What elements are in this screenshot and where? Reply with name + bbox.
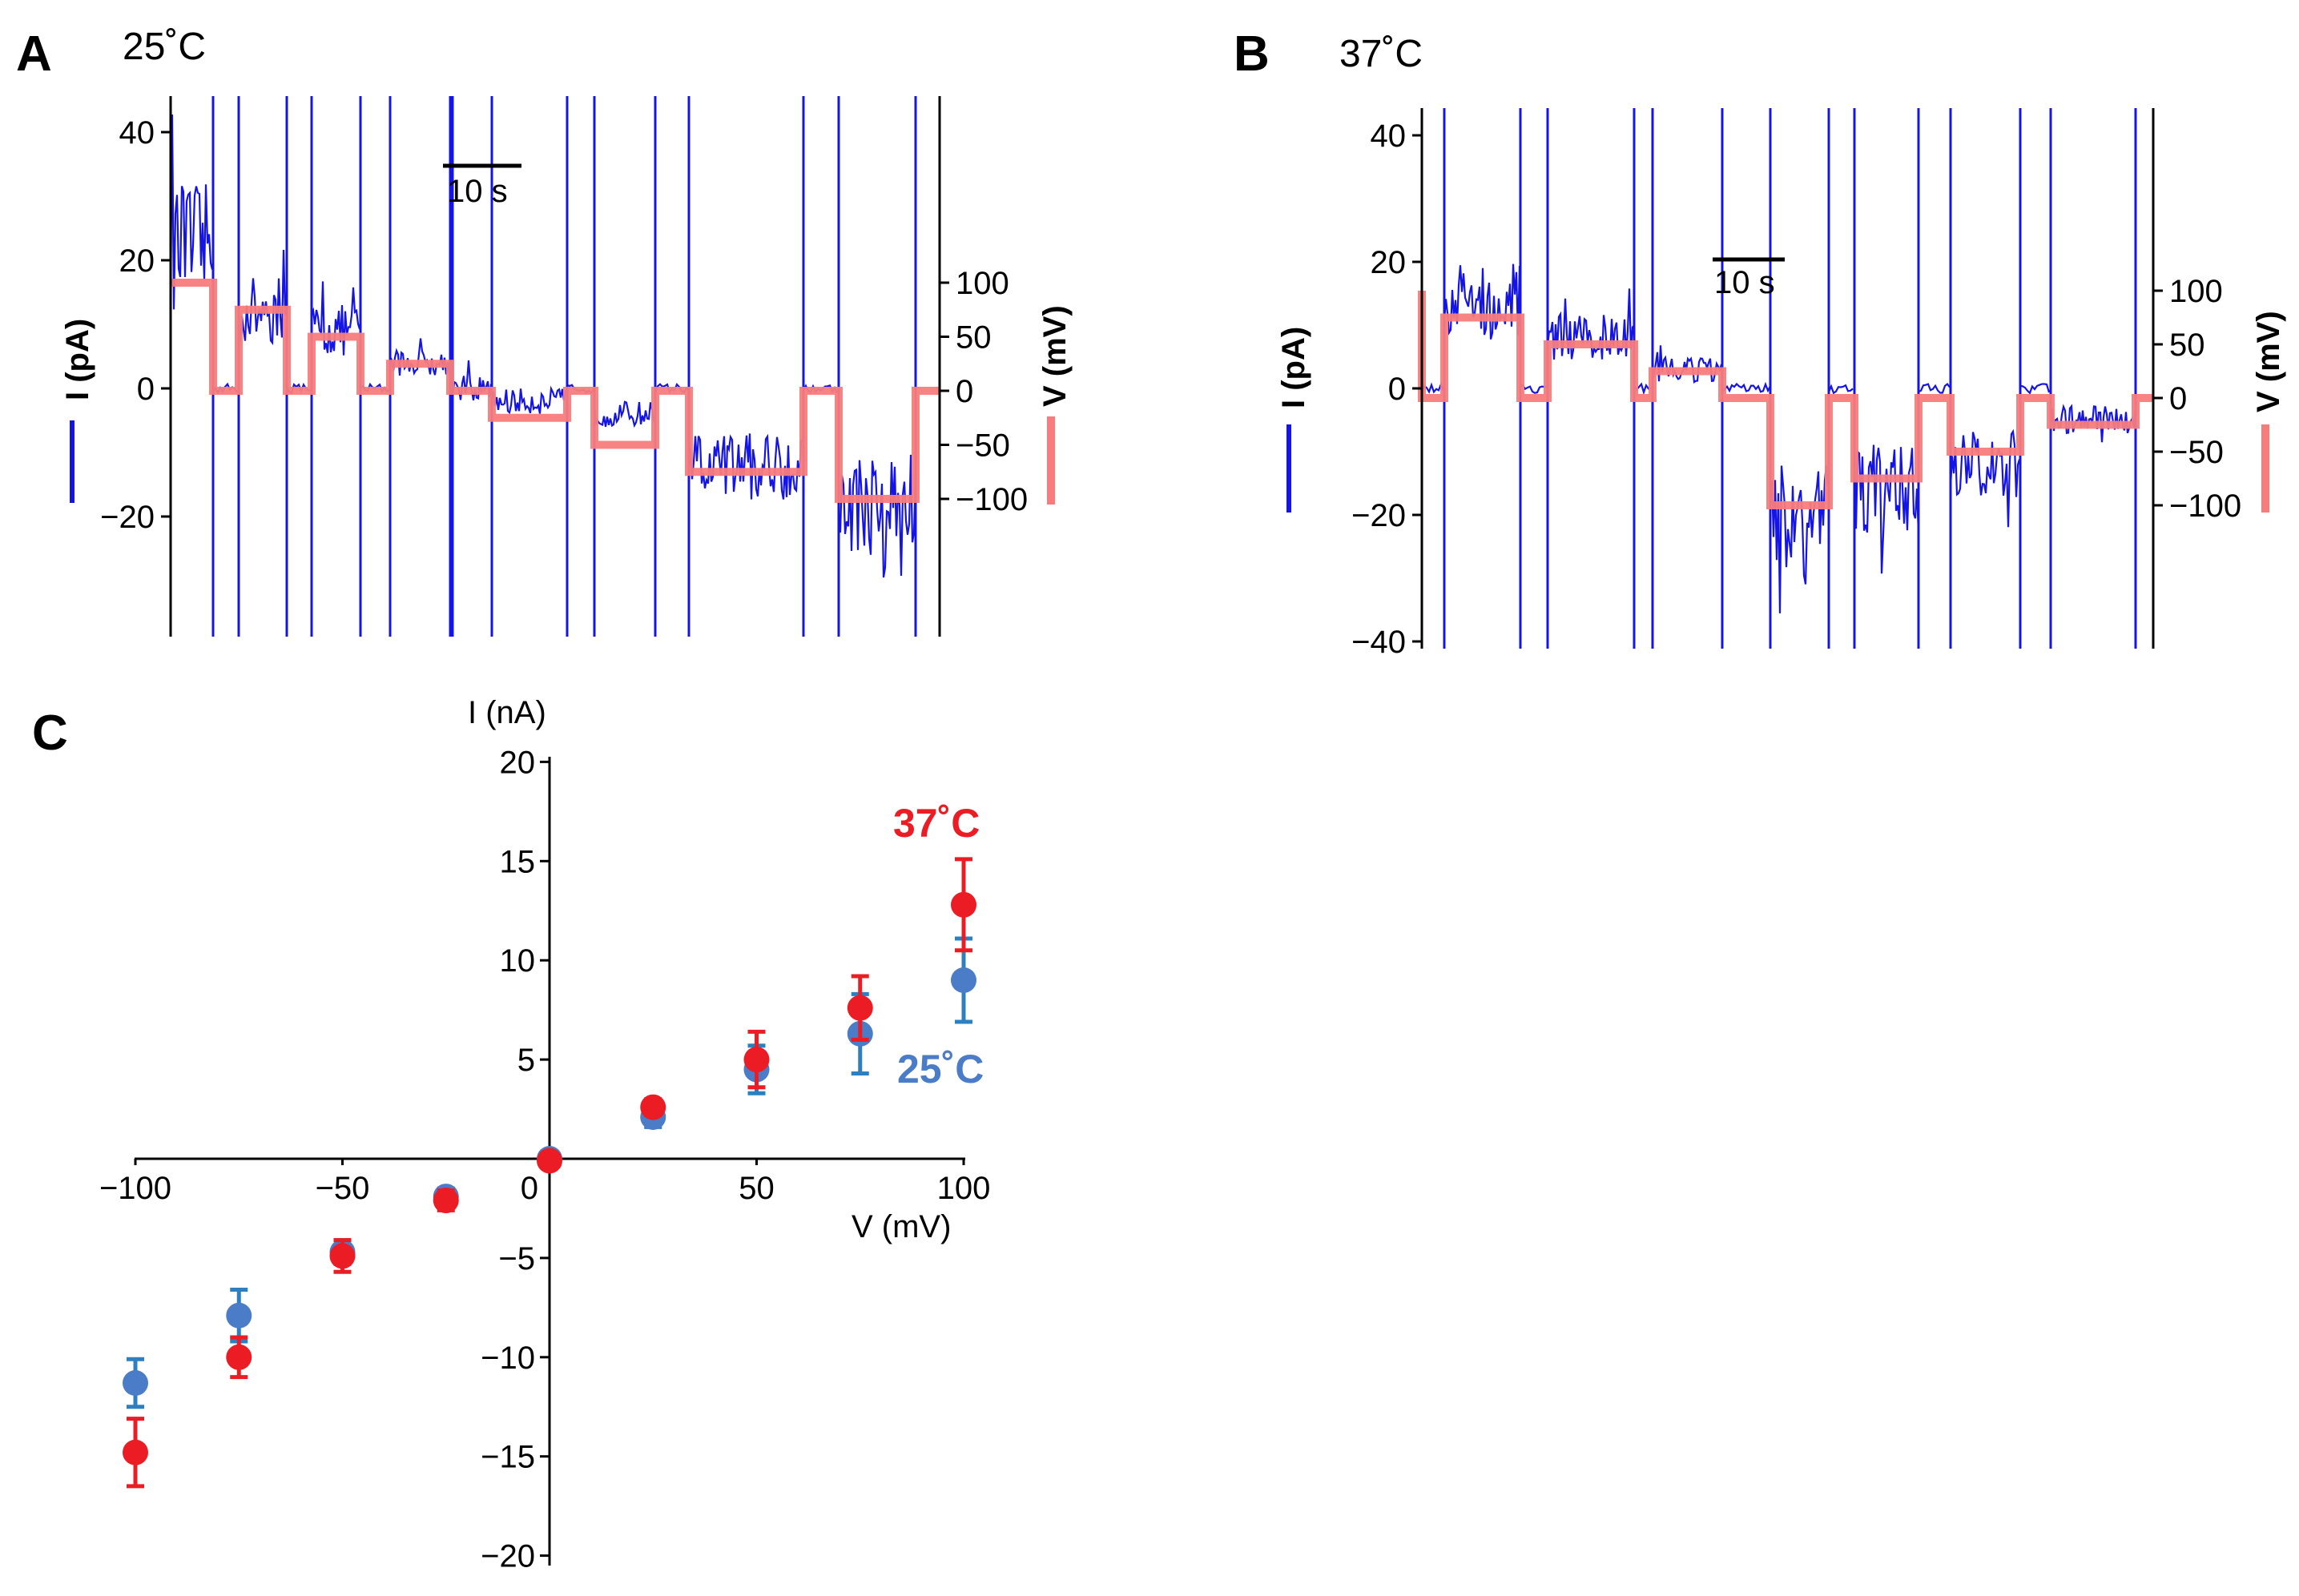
panel-a-current-axis-label: I (pA) [60, 319, 95, 400]
panel-a-ticks: 40 20 0 −20 100 50 0 −50 −100 [100, 115, 1028, 535]
current-tick-label: 40 [119, 115, 155, 151]
voltage-tick-label: 0 [2169, 381, 2187, 416]
legend-37c: 37˚C [893, 801, 980, 846]
iv-data-point [847, 995, 873, 1021]
panel-a-voltage-axis-label: V (mV) [1037, 305, 1073, 407]
iv-y-tick-label: −5 [498, 1241, 535, 1276]
voltage-tick-label: −50 [956, 428, 1010, 464]
current-tick-label: 0 [137, 372, 155, 407]
panel-b-current-axis-label: I (pA) [1276, 327, 1311, 408]
iv-x-tick-label: −100 [99, 1171, 171, 1206]
voltage-protocol [171, 279, 940, 503]
voltage-tick-label: −100 [2169, 488, 2241, 524]
voltage-tick-label: 50 [956, 320, 992, 356]
iv-y-axis-label: I (nA) [468, 695, 546, 730]
voltage-tick-label: 100 [2169, 274, 2223, 309]
panel-a-scale-bar-label: 10 s [447, 174, 508, 209]
voltage-tick-label: 50 [2169, 328, 2205, 363]
current-tick-label: −20 [100, 500, 155, 535]
voltage-protocol [1418, 291, 2153, 509]
panel-a-traces [169, 96, 940, 637]
iv-data-point [537, 1148, 562, 1174]
voltage-tick-label: −100 [956, 482, 1028, 517]
iv-data-point [433, 1188, 459, 1214]
voltage-tick-label: 100 [956, 266, 1009, 301]
current-trace [1420, 245, 2137, 613]
current-tick-label: 20 [119, 243, 155, 279]
iv-data-point [743, 1047, 770, 1073]
iv-data-point [123, 1370, 148, 1397]
current-tick-label: −40 [1351, 625, 1406, 660]
iv-data-points [123, 857, 976, 1489]
voltage-tick-label: 0 [956, 374, 973, 409]
current-tick-label: −20 [1351, 498, 1406, 533]
current-tick-label: 0 [1388, 372, 1406, 407]
panel-a: A 25˚C 40 20 0 −20 100 50 0 −50 −100 10 s I (pA)… [16, 26, 1073, 637]
iv-data-point [226, 1302, 252, 1329]
iv-x-tick-label: 0 [521, 1171, 538, 1206]
panel-c: C −100 −50 0 50 100 20 15 10 5 −5 −10 −15 −20 I (nA)… [32, 695, 990, 1574]
current-tick-label: 20 [1371, 245, 1407, 280]
iv-data-point [226, 1344, 252, 1370]
voltage-tick-label: −50 [2169, 435, 2224, 470]
iv-y-tick-label: 10 [500, 943, 536, 979]
panel-b-scale-bar-label: 10 s [1714, 265, 1775, 300]
iv-series-1 [123, 857, 976, 1489]
current-tick-label: 40 [1371, 119, 1407, 154]
iv-data-point [123, 1439, 148, 1465]
panel-b-letter: B [1234, 26, 1270, 82]
panel-b-condition: 37˚C [1339, 33, 1423, 75]
iv-data-point [951, 891, 976, 918]
panel-a-condition: 25˚C [123, 26, 206, 68]
iv-x-tick-label: 50 [739, 1171, 775, 1206]
iv-x-tick-label: 100 [937, 1171, 991, 1206]
panel-b-voltage-axis-label: V (mV) [2251, 311, 2286, 412]
iv-x-tick-label: −50 [316, 1171, 370, 1206]
panel-b: B 37˚C 40 20 0 −20 −40 100 50 0 −50 −100 10 s I (… [1234, 26, 2286, 660]
iv-y-tick-label: 15 [500, 844, 536, 879]
panel-a-letter: A [16, 26, 52, 82]
panel-b-traces [1418, 108, 2153, 649]
legend-25c: 25˚C [897, 1047, 984, 1091]
iv-y-tick-label: −15 [481, 1440, 535, 1475]
panel-b-ticks: 40 20 0 −20 −40 100 50 0 −50 −100 [1351, 119, 2241, 660]
iv-ticks: −100 −50 0 50 100 20 15 10 5 −5 −10 −15 −20 [99, 745, 990, 1574]
panel-c-letter: C [32, 706, 68, 761]
iv-data-point [640, 1094, 666, 1120]
iv-y-tick-label: 20 [500, 745, 536, 780]
iv-y-tick-label: −20 [481, 1539, 535, 1574]
iv-y-tick-label: −10 [481, 1341, 535, 1376]
iv-y-tick-label: 5 [517, 1043, 535, 1078]
iv-data-point [329, 1243, 356, 1269]
iv-data-point [951, 967, 976, 993]
iv-x-axis-label: V (mV) [852, 1209, 951, 1244]
